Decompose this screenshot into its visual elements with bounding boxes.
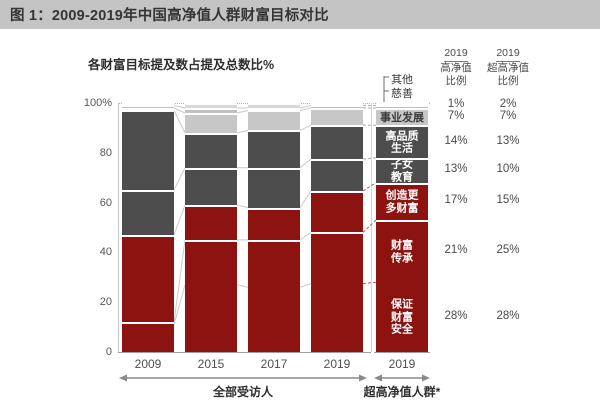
bar-segment-财富传承: 财富 传承 [376,220,428,283]
bar-segment-其他 [122,103,174,106]
hnw-value: 28% [444,310,468,322]
bar-segment-慈善 [122,105,174,108]
bar-segment-创造更多财富: 创造更 多财富 [376,182,428,221]
bar-segment-label: 事业发展 [380,111,424,124]
bar-segment-事业发展 [122,107,174,111]
hnw-value: 1% [447,98,465,110]
y-axis-tick-label: 20 [99,296,112,309]
bar-segment-保证财富安全 [122,324,174,352]
bar-segment-慈善 [376,105,428,108]
bar-segment-子女教育 [248,167,300,208]
right-col-header-hnw: 2019 高净值 比例 [431,47,481,88]
bar-segment-创造更多财富 [122,234,174,323]
uhnw-value: 28% [496,310,520,322]
y-axis-tick-label: 40 [99,246,112,259]
bar-segment-财富传承 [248,239,300,288]
bar-segment-慈善 [185,107,237,113]
bar-segment-子女教育 [122,190,174,235]
group-divider-line [371,103,372,352]
bar-segment-label: 高品质 生活 [385,130,419,155]
bar-segment-其他 [248,103,300,108]
bar-segment-其他 [311,103,363,106]
bar-segment-慈善 [248,107,300,111]
y-axis-line [118,103,119,352]
bar-segment-创造更多财富 [185,205,237,240]
bar-segment-label: 保证 财富 安全 [391,298,413,336]
bar-segment-慈善 [311,105,363,108]
bar-segment-高品质生活 [185,132,237,168]
bar-segment-事业发展: 事业发展 [376,107,428,126]
bar-segment-其他 [185,103,237,108]
x-axis-baseline-ultra [374,352,430,353]
x-tick-label-2017: 2017 [260,357,288,371]
figure-title: 图 1：2009-2019年中国高净值人群财富目标对比 [10,8,329,24]
uhnw-value: 10% [496,163,520,175]
bar-segment-创造更多财富 [248,207,300,240]
hnw-value: 14% [444,135,468,147]
x-tick-label-2015: 2015 [197,357,225,371]
bar-segment-事业发展 [185,112,237,133]
bar-segment-子女教育 [311,159,363,191]
uhnw-line3: 比例 [497,75,519,87]
other-label: 其他 [391,74,413,86]
right-col-header-uhnw: 2019 超高净值 比例 [483,47,533,88]
bar-segment-保证财富安全 [185,284,237,352]
chart-subtitle: 各财富目标提及数占提及总数比% [88,58,275,72]
y-axis-tick-label: 0 [105,346,112,358]
bar-segment-高品质生活 [311,124,363,160]
bar-segment-保证财富安全 [311,283,363,352]
bar-segment-财富传承 [185,239,237,285]
uhnw-value: 7% [499,110,517,122]
group-label-ultra: 超高净值人群* [363,385,441,399]
bar-segment-事业发展 [311,107,363,125]
x-tick-label-2019: 2019 [388,357,416,371]
uhnw-year: 2019 [496,47,520,62]
bar-segment-label: 子女 教育 [391,158,413,184]
bar-segment-保证财富安全 [248,287,300,352]
y-axis-tick-label: 100% [83,97,112,109]
bar-segment-label: 财富 传承 [391,239,413,265]
bar-segment-子女教育 [185,167,237,206]
bar-segment-高品质生活 [248,130,300,168]
uhnw-value: 13% [496,135,520,147]
hnw-line2: 高净值 [440,62,472,74]
bar-segment-财富传承 [311,232,363,284]
uhnw-line2: 超高净值 [487,62,529,74]
bar-segment-财富传承 [122,322,174,325]
hnw-value: 17% [444,194,468,206]
bar-segment-保证财富安全: 保证 财富 安全 [376,282,428,352]
hnw-value: 7% [447,110,465,122]
charity-label: 慈善 [391,88,413,100]
bar-segment-事业发展 [248,110,300,131]
bar-segment-子女教育: 子女 教育 [376,157,428,184]
hnw-value: 21% [444,244,468,256]
bar-segment-高品质生活: 高品质 生活 [376,125,428,158]
hnw-year: 2019 [444,47,468,62]
figure-title-bar: 图 1：2009-2019年中国高净值人群财富目标对比 [0,0,600,29]
x-axis-baseline-all [118,352,371,353]
y-axis-tick-label: 60 [99,196,112,209]
uhnw-value: 2% [499,98,517,110]
bar-segment-其他 [376,103,428,106]
x-tick-label-2009: 2009 [134,357,162,371]
hnw-value: 13% [444,163,468,175]
uhnw-value: 25% [496,244,520,256]
hnw-line3: 比例 [445,75,467,87]
bar-segment-label: 创造更 多财富 [385,189,419,215]
y-axis-tick-label: 80 [99,146,112,159]
group-label-all: 全部受访人 [212,385,273,399]
x-tick-label-2019: 2019 [323,357,351,371]
uhnw-value: 15% [496,194,520,206]
bar-segment-创造更多财富 [311,190,363,233]
bar-segment-高品质生活 [122,110,174,191]
